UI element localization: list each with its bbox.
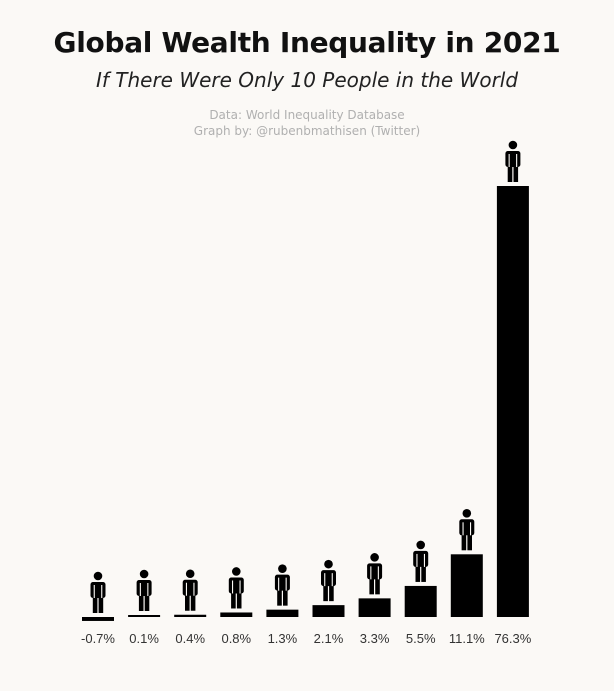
person-icon [321,559,336,602]
person-icon [90,571,106,613]
data-source-note: Data: World Inequality Database [209,108,405,122]
tick-label-3: 0.8% [221,631,251,646]
tick-label-6: 3.3% [360,631,390,646]
tick-label-1: 0.1% [129,631,159,646]
person-icons-group [90,140,521,613]
bar-8 [450,554,483,617]
chart-title: Global Wealth Inequality in 2021 [53,26,561,59]
person-icon [367,553,383,595]
person-icon [228,567,244,609]
bar-3 [220,612,253,617]
person-icon [136,569,152,611]
tick-label-0: -0.7% [81,631,115,646]
person-icon [413,540,429,582]
tick-label-9: 76.3% [494,631,531,646]
bar-4 [266,609,299,617]
chart-subtitle: If There Were Only 10 People in the Worl… [95,68,519,92]
bar-5 [312,605,345,617]
person-icon [505,140,521,182]
bar-7 [404,585,437,617]
bar-9 [496,186,529,617]
bar-0 [82,617,114,621]
tick-label-2: 0.4% [175,631,205,646]
tick-label-7: 5.5% [406,631,436,646]
bar-2 [174,614,207,617]
tick-label-8: 11.1% [449,631,485,646]
person-icon [459,508,475,551]
person-icon [182,569,198,611]
bars-group [82,186,529,621]
tick-label-5: 2.1% [314,631,344,646]
tick-labels-group: -0.7% 0.1% 0.4% 0.8% 1.3% 2.1% 3.3% 5.5% 11.1% 76… [81,631,532,646]
person-icon [274,564,290,606]
bar-6 [358,598,391,617]
graph-credit-note: Graph by: @rubenbmathisen (Twitter) [193,124,421,138]
tick-label-4: 1.3% [268,631,298,646]
bar-1 [128,615,161,617]
